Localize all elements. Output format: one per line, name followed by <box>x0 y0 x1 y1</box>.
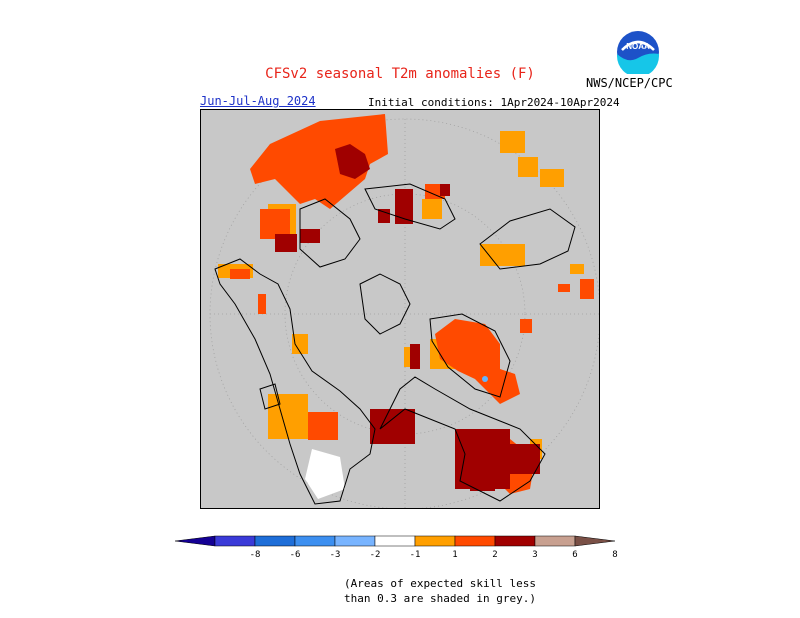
colorbar-label: 3 <box>532 550 537 560</box>
logo-wave <box>617 53 659 77</box>
colorbar-bin <box>374 535 416 547</box>
anomaly-light-blue <box>482 376 488 382</box>
colorbar-label: 6 <box>572 550 577 560</box>
colorbar-label: 8 <box>612 550 617 560</box>
colorbar-bin <box>454 535 496 547</box>
colorbar-bin <box>534 535 576 547</box>
colorbar-label: 1 <box>452 550 457 560</box>
colorbar-label: 2 <box>492 550 497 560</box>
colorbar-bin <box>214 535 256 547</box>
colorbar-label: -8 <box>250 550 261 560</box>
logo-bird <box>621 40 655 51</box>
season-label: Jun-Jul-Aug 2024 <box>200 94 316 108</box>
skill-footnote: (Areas of expected skill less than 0.3 a… <box>340 576 540 606</box>
colorbar-svg: -8 -6 -3 -2 -1 1 2 3 6 8 <box>174 535 618 560</box>
colorbar-bin <box>414 535 456 547</box>
agency-label: NWS/NCEP/CPC <box>586 76 673 90</box>
footnote-line-2: than 0.3 are shaded in grey.) <box>343 592 537 605</box>
colorbar-bin <box>334 535 376 547</box>
colorbar-bin <box>294 535 336 547</box>
colorbar-label: -6 <box>290 550 301 560</box>
colorbar-bin <box>494 535 536 547</box>
logo-text: NOAA <box>626 42 650 51</box>
colorbar-label: -3 <box>330 550 341 560</box>
noaa-logo: NOAA <box>616 30 660 77</box>
footnote-line-1: (Areas of expected skill less <box>343 577 537 590</box>
colorbar-tip-low <box>174 535 216 547</box>
coastlines <box>214 183 576 505</box>
colorbar: -8 -6 -3 -2 -1 1 2 3 6 8 <box>174 532 625 562</box>
colorbar-label: -2 <box>370 550 381 560</box>
anomaly-white <box>305 449 345 499</box>
colorbar-label: -1 <box>410 550 421 560</box>
initial-conditions-label: Initial conditions: 1Apr2024-10Apr2024 <box>368 96 620 109</box>
colorbar-bin <box>254 535 296 547</box>
colorbar-tip-high <box>574 535 616 547</box>
polar-map <box>200 109 601 510</box>
chart-title: CFSv2 seasonal T2m anomalies (F) <box>265 66 535 82</box>
